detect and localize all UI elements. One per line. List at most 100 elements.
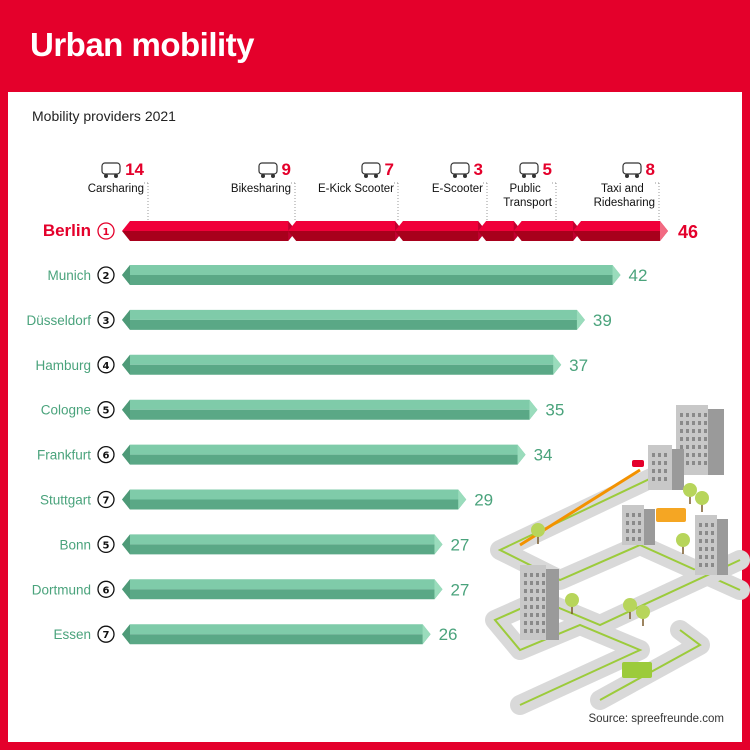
window <box>705 539 708 543</box>
car-icon <box>101 162 121 178</box>
window <box>711 523 714 527</box>
rank-number: 7 <box>103 496 110 507</box>
window <box>536 581 539 585</box>
window <box>705 563 708 567</box>
value-label: 46 <box>678 222 698 242</box>
bus-icon-wheel <box>522 174 526 178</box>
bar-7 <box>122 534 443 555</box>
tree-icon <box>695 491 709 505</box>
window <box>692 445 695 449</box>
bar-1-tip <box>612 265 621 285</box>
window <box>652 477 655 481</box>
tree-icon <box>531 523 545 537</box>
window <box>626 529 629 533</box>
window <box>699 555 702 559</box>
window <box>524 629 527 633</box>
taxi-icon <box>622 162 642 178</box>
city-label: Dortmund <box>32 582 91 597</box>
bar-start-cap <box>122 624 130 645</box>
bar-start-cap <box>122 309 130 330</box>
window <box>686 437 689 441</box>
window <box>658 461 661 465</box>
window <box>664 477 667 481</box>
window <box>542 573 545 577</box>
road-lower-line <box>493 559 741 706</box>
value-label: 34 <box>534 446 553 465</box>
window <box>542 621 545 625</box>
building-left <box>520 565 546 640</box>
value-label: 27 <box>450 535 469 554</box>
window <box>664 461 667 465</box>
window <box>699 563 702 567</box>
window <box>698 413 701 417</box>
window <box>530 613 533 617</box>
bar-4-bottom <box>122 409 538 420</box>
building-small-side <box>644 509 655 545</box>
value-label: 39 <box>593 311 612 330</box>
window <box>542 605 545 609</box>
building-mid-side <box>672 449 684 490</box>
window <box>524 613 527 617</box>
window <box>711 547 714 551</box>
kick-scooter-icon <box>361 162 381 178</box>
segment-value: 14 <box>125 160 144 179</box>
city-label: Frankfurt <box>37 448 91 463</box>
berlin-segment-4 <box>513 221 582 241</box>
bar-6-top <box>122 489 467 500</box>
bus-icon <box>519 162 539 178</box>
rank-badge <box>97 356 115 374</box>
bar-4 <box>122 399 538 420</box>
window <box>686 453 689 457</box>
berlin-segment-5-top <box>573 221 668 231</box>
window <box>692 461 695 465</box>
window <box>664 469 667 473</box>
bar-5-bottom <box>122 454 526 465</box>
road-bottom-line <box>599 629 702 701</box>
car-illustration-icon <box>632 460 644 467</box>
window <box>711 555 714 559</box>
rank-number: 6 <box>103 451 110 462</box>
window <box>699 539 702 543</box>
bus-icon-wheel <box>532 174 536 178</box>
window <box>542 589 545 593</box>
segment-value: 8 <box>646 160 655 179</box>
segment-label: Taxi and Ridesharing <box>594 183 655 209</box>
rank-badge <box>97 266 115 284</box>
berlin-segment-4-bottom <box>513 231 582 241</box>
window <box>680 429 683 433</box>
berlin-segment-1 <box>288 221 403 241</box>
rank-badge <box>97 401 115 419</box>
window <box>524 573 527 577</box>
rank-number: 4 <box>103 361 110 372</box>
window <box>680 413 683 417</box>
window <box>658 453 661 457</box>
berlin-segment-2-top <box>395 221 487 231</box>
window <box>705 531 708 535</box>
bus-icon-body <box>519 162 539 175</box>
window <box>686 421 689 425</box>
bar-start-cap <box>122 354 130 375</box>
window <box>542 613 545 617</box>
city-label: Berlin <box>43 221 91 240</box>
window <box>638 537 641 541</box>
bus-illustration-icon <box>622 662 652 678</box>
value-label: 42 <box>629 266 648 285</box>
city-illustration <box>485 405 750 715</box>
window <box>699 547 702 551</box>
window <box>632 513 635 517</box>
building-right <box>695 515 717 575</box>
berlin-segment-0-bottom <box>122 231 297 241</box>
window <box>658 469 661 473</box>
bar-5-tip <box>517 444 526 465</box>
window <box>542 597 545 601</box>
bar-start-cap <box>122 489 130 510</box>
bicycle-icon <box>258 162 278 178</box>
berlin-segment-3-top <box>478 221 522 231</box>
window <box>698 461 701 465</box>
window <box>652 461 655 465</box>
window <box>632 521 635 525</box>
window <box>626 521 629 525</box>
window <box>524 605 527 609</box>
bar-start-cap <box>122 265 130 285</box>
